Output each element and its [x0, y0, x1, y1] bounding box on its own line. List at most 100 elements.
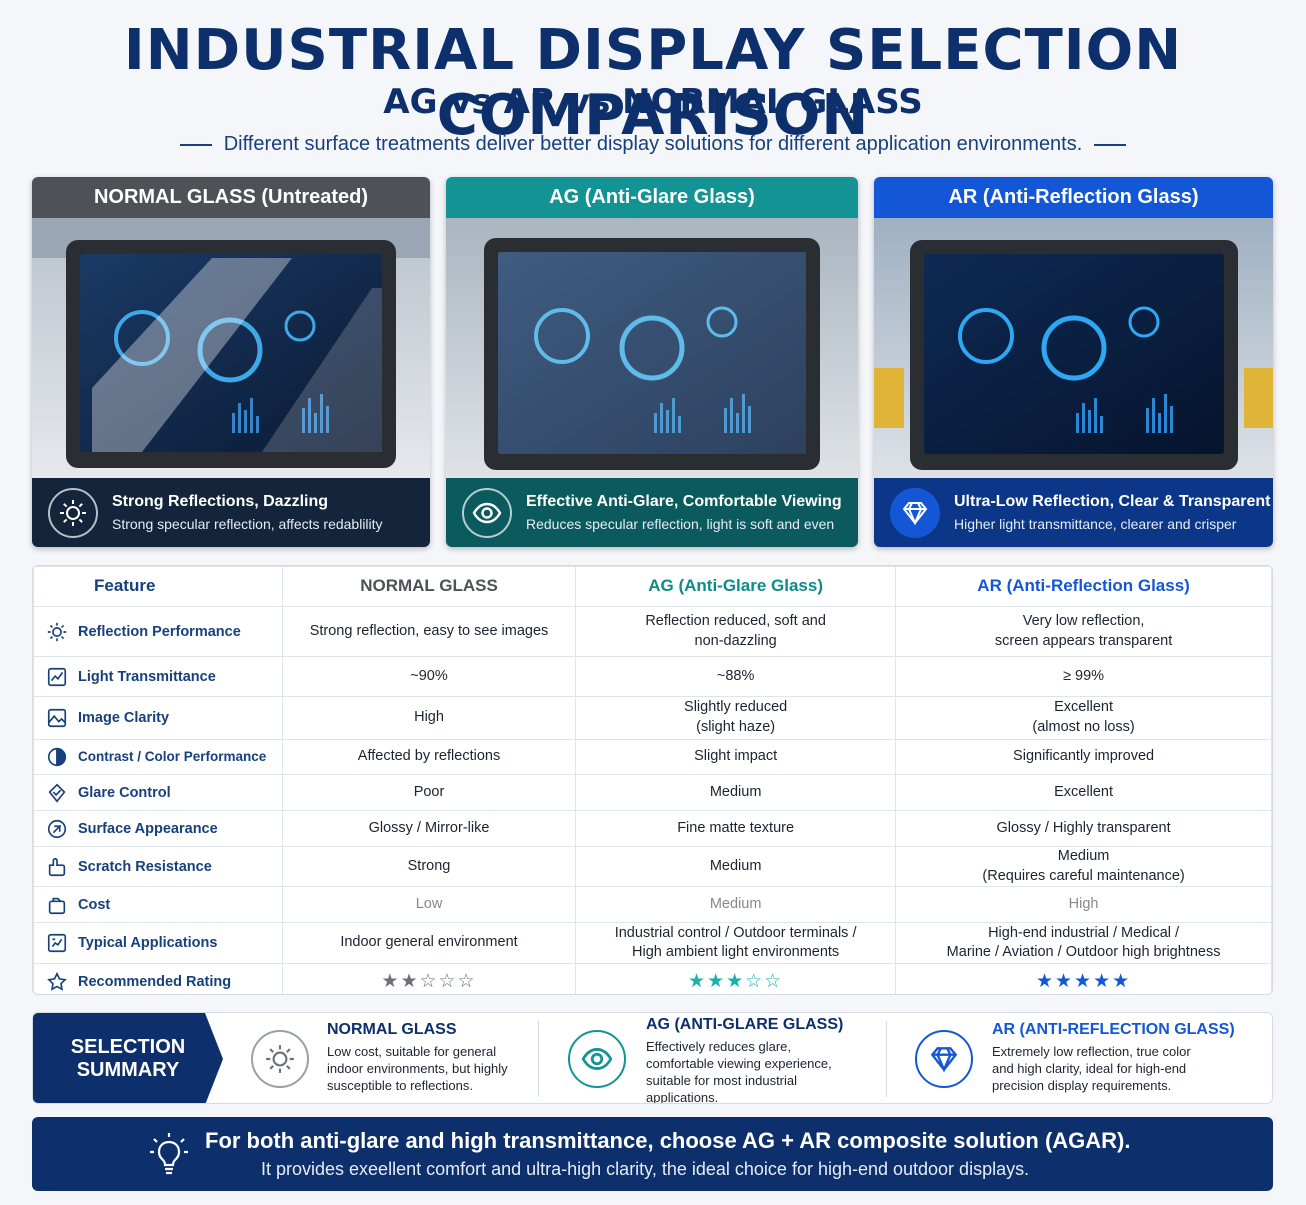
ar-value: Excellent: [1054, 783, 1113, 800]
feature-label: Glare Control: [78, 784, 171, 801]
normal-cell: Strong reflection, easy to see images: [281, 606, 577, 657]
table-row: Recommended Rating ★★☆☆☆ ★★★☆☆ ★★★★★: [33, 963, 1272, 994]
ag-cell: Slight impact: [575, 739, 897, 775]
card-title: Ultra-Low Reflection, Clear & Transparen…: [954, 493, 1271, 510]
normal-value: Glossy / Mirror-like: [368, 819, 490, 836]
normal-cell: Strong: [281, 845, 577, 888]
ar-cell: High-end industrial / Medical / Marine /…: [895, 922, 1272, 965]
summary-description: Effectively reduces glare, comfortable v…: [646, 1039, 832, 1104]
ag-value: Medium: [709, 857, 762, 874]
ar-cell: Significantly improved: [895, 739, 1272, 775]
ar-cell: High: [895, 886, 1272, 924]
feature-label: Recommended Rating: [78, 973, 232, 990]
normal-value: ★★☆☆☆: [381, 970, 477, 992]
sun-icon: [48, 487, 98, 538]
ag-value: Medium: [709, 895, 762, 912]
summary-title: AR (ANTI-REFLECTION GLASS): [992, 1021, 1235, 1038]
ar-cell: ★★★★★: [895, 963, 1272, 994]
ag-cell: Fine matte texture: [575, 810, 897, 847]
header-feature: Feature: [33, 566, 283, 607]
normal-value: ~90%: [410, 667, 448, 684]
divider: [179, 143, 212, 146]
ag-value: Slight impact: [694, 748, 778, 765]
table-row: Surface Appearance Glossy / Mirror-like Fi…: [33, 810, 1272, 847]
ar-cell: Excellent: [895, 774, 1272, 811]
card-description: Higher light transmittance, clearer and …: [954, 516, 1237, 532]
tagline-text: Different surface treatments deliver bet…: [223, 133, 1083, 155]
ar-cell: ≥ 99%: [895, 656, 1272, 697]
feature-label: Typical Applications: [78, 934, 218, 951]
ar-cell: Very low reflection, screen appears tran…: [895, 606, 1272, 657]
feature-cell: Glare Control: [33, 774, 283, 811]
contrast-icon: [46, 746, 68, 768]
ag-value: ~88%: [716, 667, 755, 684]
apps-icon: [46, 932, 68, 954]
eye-icon: [462, 487, 512, 538]
feature-cell: Recommended Rating: [33, 963, 283, 994]
normal-value: High: [414, 709, 444, 726]
feature-cell: Cost: [33, 886, 283, 924]
normal-cell: High: [281, 696, 577, 740]
card-title: Effective Anti-Glare, Comfortable Viewin…: [526, 493, 842, 510]
normal-cell: Indoor general environment: [281, 922, 577, 965]
ag-value: Fine matte texture: [677, 819, 795, 836]
tagline: Different surface treatments deliver bet…: [0, 133, 1306, 156]
feature-label: Surface Appearance: [78, 820, 218, 837]
ag-value: ★★★☆☆: [688, 970, 784, 992]
header-normal: NORMAL GLASS: [281, 566, 577, 607]
normal-value: Poor: [413, 783, 445, 800]
summary-normal: NORMAL GLASS Low cost, suitable for gene…: [248, 1013, 538, 1103]
feature-label: Image Clarity: [78, 709, 170, 726]
feature-label: Cost: [78, 896, 111, 913]
table-row: Light Transmittance ~90% ~88% ≥ 99%: [33, 656, 1272, 697]
card-normal-glass: NORMAL GLASS (Untreated) S: [32, 177, 430, 547]
table-row: Reflection Performance Strong reflection,…: [33, 606, 1272, 657]
normal-cell: Affected by reflections: [281, 739, 577, 775]
ag-value: Slightly reduced (slight haze): [684, 699, 788, 735]
table-row: Image Clarity High Slightly reduced (sligh…: [33, 696, 1272, 740]
recommendation-banner: For both anti-glare and high transmittan…: [32, 1117, 1273, 1191]
card-ar-glass: AR (Anti-Reflection Glass) Ultra-: [874, 177, 1273, 547]
ag-value: Medium: [709, 783, 762, 800]
card-footer: Strong Reflections, Dazzling Strong spec…: [32, 478, 430, 547]
feature-cell: Contrast / Color Performance: [33, 739, 283, 775]
ar-value: ≥ 99%: [1063, 667, 1105, 684]
card-title: Strong Reflections, Dazzling: [112, 493, 329, 510]
hand-icon: [46, 856, 68, 878]
ar-cell: Medium (Requires careful maintenance): [895, 845, 1272, 888]
diamond-icon: [915, 1030, 973, 1088]
ar-value: High-end industrial / Medical / Marine /…: [946, 924, 1221, 961]
normal-cell: ★★☆☆☆: [281, 963, 577, 994]
table-row: Cost Low Medium High: [33, 886, 1272, 924]
summary-description: Low cost, suitable for general indoor en…: [327, 1044, 508, 1093]
lightbulb-icon: [148, 1131, 190, 1182]
feature-cell: Image Clarity: [33, 696, 283, 740]
diamond-icon: [890, 487, 940, 538]
ag-cell: ★★★☆☆: [575, 963, 897, 994]
comparison-table: Feature NORMAL GLASS AG (Anti-Glare Glas…: [32, 565, 1273, 995]
summary-description: Extremely low reflection, true color and…: [992, 1044, 1191, 1093]
ag-cell: Medium: [575, 774, 897, 811]
star-icon: [46, 971, 68, 993]
card-header: AG (Anti-Glare Glass): [446, 177, 858, 218]
ar-value: Very low reflection, screen appears tran…: [994, 612, 1173, 649]
card-footer: Ultra-Low Reflection, Clear & Transparen…: [874, 478, 1273, 547]
card-ag-glass: AG (Anti-Glare Glass) Effective Anti-Gla: [446, 177, 858, 547]
normal-value: Strong reflection, easy to see images: [309, 622, 549, 639]
feature-label: Light Transmittance: [78, 668, 216, 685]
summary-label: SELECTION SUMMARY: [33, 1013, 223, 1103]
ar-cell: Excellent (almost no loss): [895, 696, 1272, 740]
normal-value: Low: [415, 895, 443, 912]
ar-value: ★★★★★: [1035, 970, 1132, 992]
divider: [1094, 143, 1127, 146]
feature-cell: Reflection Performance: [33, 606, 283, 657]
normal-cell: Poor: [281, 774, 577, 811]
display-photo: [446, 218, 858, 478]
normal-value: Indoor general environment: [340, 934, 518, 951]
header-ag: AG (Anti-Glare Glass): [575, 566, 897, 607]
divider: [538, 1021, 539, 1097]
ar-value: Excellent (almost no loss): [1032, 699, 1135, 735]
summary-ag: AG (ANTI-GLARE GLASS) Effectively reduce…: [568, 1013, 883, 1104]
feature-label: Scratch Resistance: [78, 858, 212, 875]
banner-headline: For both anti-glare and high transmittan…: [205, 1128, 1131, 1153]
